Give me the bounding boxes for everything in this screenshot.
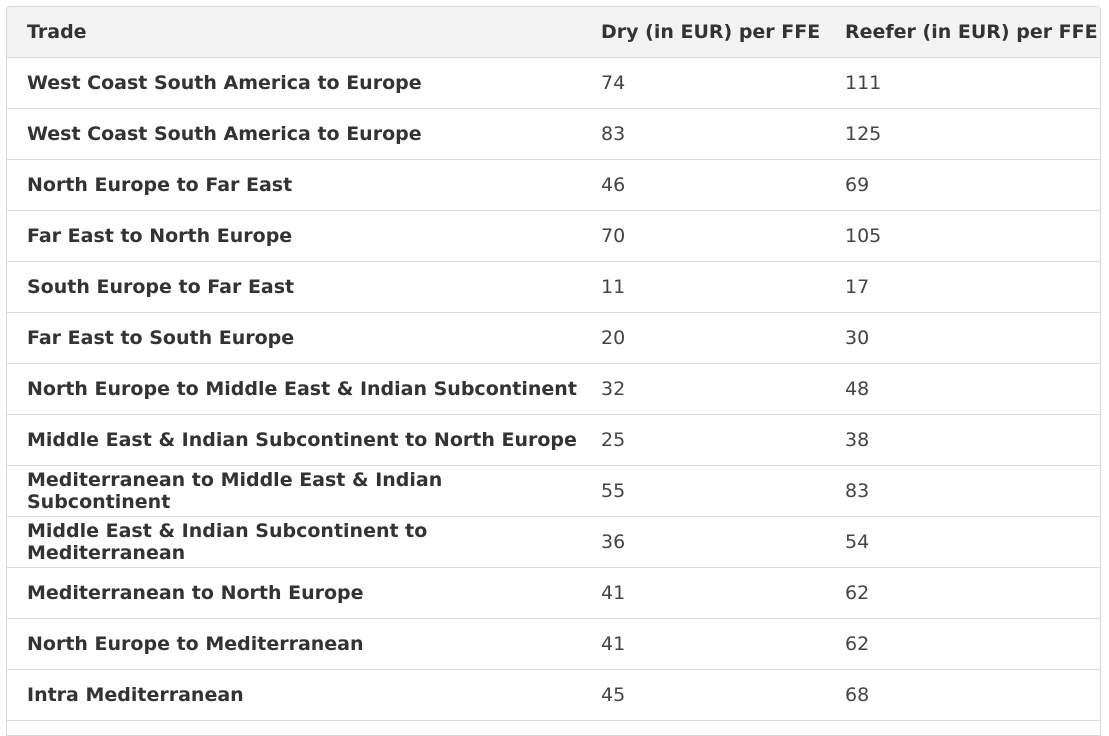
dry-cell: 70 (581, 210, 825, 262)
dry-cell: 46 (581, 159, 825, 211)
header-trade: Trade (7, 7, 581, 58)
trade-cell: Far East to North Europe (7, 210, 581, 262)
trade-cell: West Coast South America to Europe (7, 108, 581, 160)
trade-cell: North Europe to Mediterranean (7, 618, 581, 670)
trade-cell: Middle East & Indian Subcontinent to Med… (7, 516, 581, 568)
trade-cell: Mediterranean to North Europe (7, 567, 581, 619)
reefer-cell: 68 (825, 669, 1100, 721)
reefer-cell: 38 (825, 414, 1100, 466)
trade-cell: Intra Mediterranean (7, 669, 581, 721)
trade-cell: South Europe to Far East (7, 261, 581, 313)
table-row: West Coast South America to Europe 74 11… (7, 57, 1100, 109)
trade-cell: Mediterranean to Middle East & Indian Su… (7, 465, 581, 517)
dry-cell: 20 (581, 312, 825, 364)
dry-cell: 32 (581, 363, 825, 415)
dry-cell: 74 (581, 57, 825, 109)
dry-cell: 11 (581, 261, 825, 313)
reefer-cell: 105 (825, 210, 1100, 262)
header-row: Trade Dry (in EUR) per FFE Reefer (in EU… (7, 7, 1100, 58)
reefer-cell: 30 (825, 312, 1100, 364)
reefer-cell: 111 (825, 57, 1100, 109)
header-dry: Dry (in EUR) per FFE (581, 7, 825, 58)
table-row: West Coast South America to Europe 83 12… (7, 108, 1100, 160)
table-row: North Europe to Mediterranean 41 62 (7, 618, 1100, 670)
table-row: Mediterranean to North Europe 41 62 (7, 567, 1100, 619)
table-row: Far East to South Europe 20 30 (7, 312, 1100, 364)
reefer-cell: 62 (825, 567, 1100, 619)
table-row: North Europe to Far East 46 69 (7, 159, 1100, 211)
table-row: Far East to North Europe 70 105 (7, 210, 1100, 262)
reefer-cell: 62 (825, 618, 1100, 670)
table-row: Middle East & Indian Subcontinent to Nor… (7, 414, 1100, 466)
dry-cell: 83 (581, 108, 825, 160)
dry-cell: 55 (581, 465, 825, 517)
header-reefer: Reefer (in EUR) per FFE (825, 7, 1100, 58)
dry-cell: 41 (581, 618, 825, 670)
table-row: Intra Mediterranean 45 68 (7, 669, 1100, 721)
surcharge-table-container: Trade Dry (in EUR) per FFE Reefer (in EU… (6, 6, 1101, 736)
table-row: Mediterranean to Middle East & Indian Su… (7, 465, 1100, 517)
dry-cell: 45 (581, 669, 825, 721)
trade-cell: West Coast South America to Europe (7, 57, 581, 109)
reefer-cell: 17 (825, 261, 1100, 313)
reefer-cell: 54 (825, 516, 1100, 568)
table-body: West Coast South America to Europe 74 11… (7, 57, 1100, 721)
dry-cell: 41 (581, 567, 825, 619)
reefer-cell: 48 (825, 363, 1100, 415)
reefer-cell: 83 (825, 465, 1100, 517)
table-row: South Europe to Far East 11 17 (7, 261, 1100, 313)
reefer-cell: 69 (825, 159, 1100, 211)
trade-cell: Middle East & Indian Subcontinent to Nor… (7, 414, 581, 466)
reefer-cell: 125 (825, 108, 1100, 160)
trade-cell: Far East to South Europe (7, 312, 581, 364)
table-header: Trade Dry (in EUR) per FFE Reefer (in EU… (7, 7, 1100, 58)
table-row: Middle East & Indian Subcontinent to Med… (7, 516, 1100, 568)
dry-cell: 25 (581, 414, 825, 466)
trade-cell: North Europe to Far East (7, 159, 581, 211)
trade-cell: North Europe to Middle East & Indian Sub… (7, 363, 581, 415)
table-row: North Europe to Middle East & Indian Sub… (7, 363, 1100, 415)
dry-cell: 36 (581, 516, 825, 568)
surcharge-table: Trade Dry (in EUR) per FFE Reefer (in EU… (7, 7, 1100, 721)
